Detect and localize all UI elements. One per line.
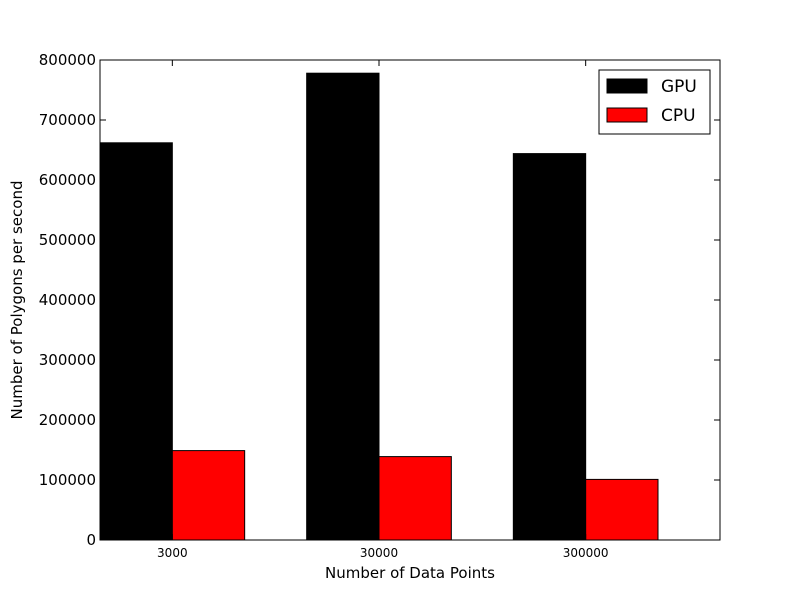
y-tick-label: 200000 bbox=[39, 411, 96, 429]
bar-gpu-300000 bbox=[512, 153, 587, 541]
bar-gpu-30000 bbox=[306, 72, 380, 541]
legend-label-cpu: CPU bbox=[661, 106, 696, 126]
y-tick-label: 500000 bbox=[39, 231, 96, 249]
x-tick-label: 3000 bbox=[157, 546, 188, 560]
bars-layer bbox=[99, 72, 659, 541]
x-tick-label: 300000 bbox=[563, 546, 609, 560]
legend-swatch-gpu bbox=[606, 78, 648, 94]
legend: GPU CPU bbox=[598, 69, 711, 135]
y-tick-label: 0 bbox=[86, 531, 96, 549]
bar-cpu-30000 bbox=[378, 456, 452, 541]
x-axis-label: Number of Data Points bbox=[325, 564, 495, 582]
legend-swatch-cpu bbox=[606, 107, 648, 123]
y-tick-label: 600000 bbox=[39, 171, 96, 189]
y-tick-label: 300000 bbox=[39, 351, 96, 369]
legend-label-gpu: GPU bbox=[661, 77, 697, 97]
bar-cpu-3000 bbox=[171, 450, 246, 541]
bar-gpu-3000 bbox=[99, 142, 173, 541]
y-tick-label: 400000 bbox=[39, 291, 96, 309]
bar-cpu-300000 bbox=[585, 478, 659, 541]
y-axis-label: Number of Polygons per second bbox=[8, 181, 26, 420]
x-tick-label: 30000 bbox=[360, 546, 398, 560]
y-tick-label: 800000 bbox=[39, 51, 96, 69]
ticks-layer: 0 100000 200000 300000 400000 500000 600000 700… bbox=[39, 51, 720, 560]
y-tick-label: 700000 bbox=[39, 111, 96, 129]
plot-frame bbox=[99, 59, 721, 541]
y-tick-label: 100000 bbox=[39, 471, 96, 489]
